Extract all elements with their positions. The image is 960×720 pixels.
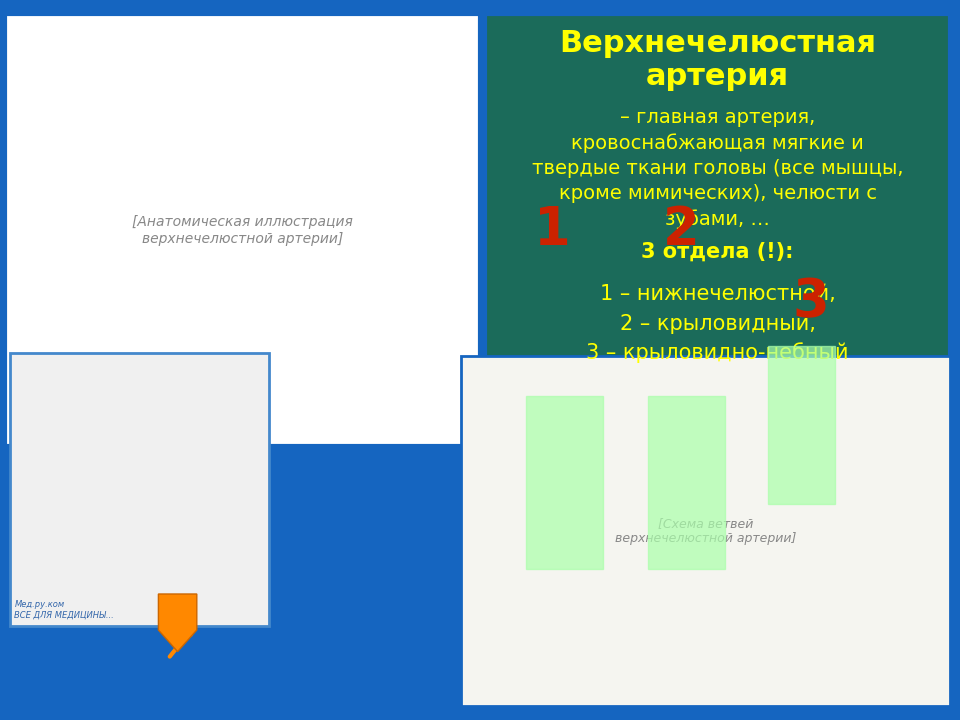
FancyBboxPatch shape — [10, 353, 269, 626]
Text: 2 – крыловидный,: 2 – крыловидный, — [619, 313, 816, 333]
FancyBboxPatch shape — [648, 396, 725, 569]
FancyBboxPatch shape — [485, 14, 950, 360]
Polygon shape — [158, 594, 197, 652]
Text: 1 – нижнечелюстной,: 1 – нижнечелюстной, — [600, 284, 835, 305]
Text: 2: 2 — [663, 204, 700, 256]
Text: 3 отдела (!):: 3 отдела (!): — [641, 241, 794, 261]
FancyBboxPatch shape — [526, 396, 603, 569]
Text: 3: 3 — [793, 276, 829, 328]
Text: Верхнечелюстная
артерия: Верхнечелюстная артерия — [559, 29, 876, 91]
Text: – главная артерия,
кровоснабжающая мягкие и
твердые ткани головы (все мышцы,
кро: – главная артерия, кровоснабжающая мягки… — [532, 108, 903, 229]
Text: Мед.ру.ком
ВСЕ ДЛЯ МЕДИЦИНЫ...: Мед.ру.ком ВСЕ ДЛЯ МЕДИЦИНЫ... — [14, 600, 114, 619]
Text: 3 – крыловидно-небный: 3 – крыловидно-небный — [587, 342, 849, 363]
Text: [Схема ветвей
верхнечелюстной артерии]: [Схема ветвей верхнечелюстной артерии] — [615, 517, 796, 545]
FancyBboxPatch shape — [461, 356, 950, 706]
Text: [Анатомическая иллюстрация
верхнечелюстной артерии]: [Анатомическая иллюстрация верхнечелюстн… — [132, 215, 353, 246]
FancyBboxPatch shape — [768, 346, 835, 504]
FancyBboxPatch shape — [5, 14, 480, 446]
Text: 1: 1 — [534, 204, 570, 256]
